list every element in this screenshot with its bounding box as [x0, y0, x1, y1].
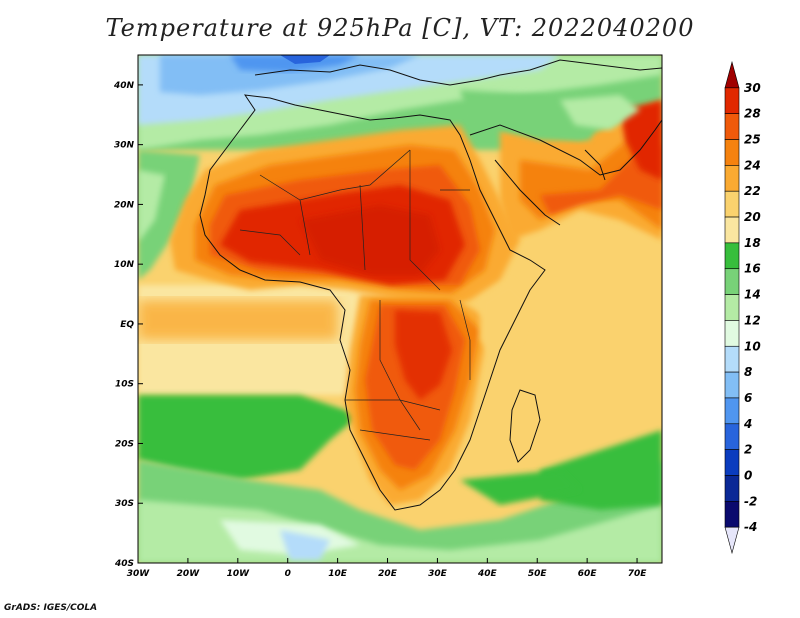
country-borders — [239, 149, 471, 441]
lon-tick-label: 20W — [177, 569, 201, 579]
lat-tick-label: 30S — [115, 499, 134, 509]
colorbar-label: 12 — [744, 313, 761, 327]
colorbar-label: 24 — [744, 158, 761, 172]
lat-tick-label: 20S — [115, 439, 134, 449]
colorbar-swatch — [724, 190, 740, 218]
colorbar-label: 6 — [744, 391, 752, 405]
lat-tick-label: 10S — [115, 380, 134, 390]
lat-tick-label: EQ — [120, 320, 134, 330]
colorbar-swatch — [724, 475, 740, 502]
map-frame — [137, 54, 663, 564]
colorbar-swatch — [724, 320, 740, 347]
colorbar-swatch — [724, 423, 740, 450]
lon-tick-label: 70E — [628, 569, 648, 579]
colorbar-swatch — [724, 397, 740, 425]
longitude-axis: 30W 20W 10W 0 10E 20E 30E 40E 50E 60E 70E — [127, 558, 647, 579]
grads-credit: GrADS: IGES/COLA — [4, 603, 98, 613]
colorbar-label: 20 — [744, 210, 761, 224]
colorbar-swatch — [724, 60, 740, 89]
lat-tick-label: 30N — [114, 141, 135, 151]
colorbar-swatch — [724, 371, 740, 399]
colorbar-swatch — [724, 268, 740, 295]
lat-tick-label: 10N — [114, 260, 135, 270]
colorbar-swatch — [724, 165, 740, 192]
temperature-field — [138, 55, 662, 563]
colorbar-swatch — [724, 242, 740, 270]
colorbar-label: -4 — [744, 520, 757, 534]
colorbar-label: 14 — [744, 288, 761, 302]
colorbar-swatch — [724, 345, 740, 373]
lon-tick-label: 30W — [127, 569, 151, 579]
colorbar-swatch — [724, 294, 740, 321]
colorbar-label: 10 — [744, 339, 761, 353]
coastlines — [199, 59, 662, 511]
colorbar-label: 16 — [744, 262, 761, 276]
colorbar-label: 22 — [744, 184, 761, 198]
colorbar-label: 2 — [744, 443, 752, 457]
colorbar-swatch — [724, 113, 740, 140]
colorbar-label: -2 — [744, 494, 757, 508]
map-title: Temperature at 925hPa [C], VT: 202204020… — [105, 14, 695, 42]
lon-tick-label: 40E — [477, 569, 498, 579]
lon-tick-label: 60E — [578, 569, 598, 579]
colorbar-label: 0 — [744, 468, 752, 482]
colorbar-swatch — [724, 216, 740, 244]
colorbar-label: 18 — [744, 236, 761, 250]
colorbar-swatch — [724, 526, 740, 555]
colorbar-swatch — [724, 449, 740, 476]
lon-tick-label: 10W — [227, 569, 251, 579]
latitude-axis: 40N 30N 20N 10N EQ 10S 20S 30S 40S — [113, 81, 143, 569]
lon-tick-label: 10E — [328, 569, 348, 579]
lat-tick-label: 40N — [113, 81, 135, 91]
colorbar-swatch — [724, 87, 740, 114]
colorbar-label: 25 — [744, 133, 761, 147]
lon-tick-label: 20E — [378, 569, 398, 579]
colorbar-label: 30 — [744, 81, 761, 95]
colorbar-swatch — [724, 139, 740, 166]
colorbar-label: 28 — [744, 107, 761, 121]
lat-tick-label: 20N — [114, 200, 135, 210]
colorbar-label: 8 — [744, 365, 752, 379]
lon-tick-label: 50E — [528, 569, 548, 579]
lon-tick-label: 0 — [285, 569, 291, 579]
colorbar-swatch — [724, 501, 740, 528]
lon-tick-label: 30E — [428, 569, 448, 579]
colorbar-label: 4 — [743, 417, 752, 431]
lat-tick-label: 40S — [114, 559, 134, 569]
